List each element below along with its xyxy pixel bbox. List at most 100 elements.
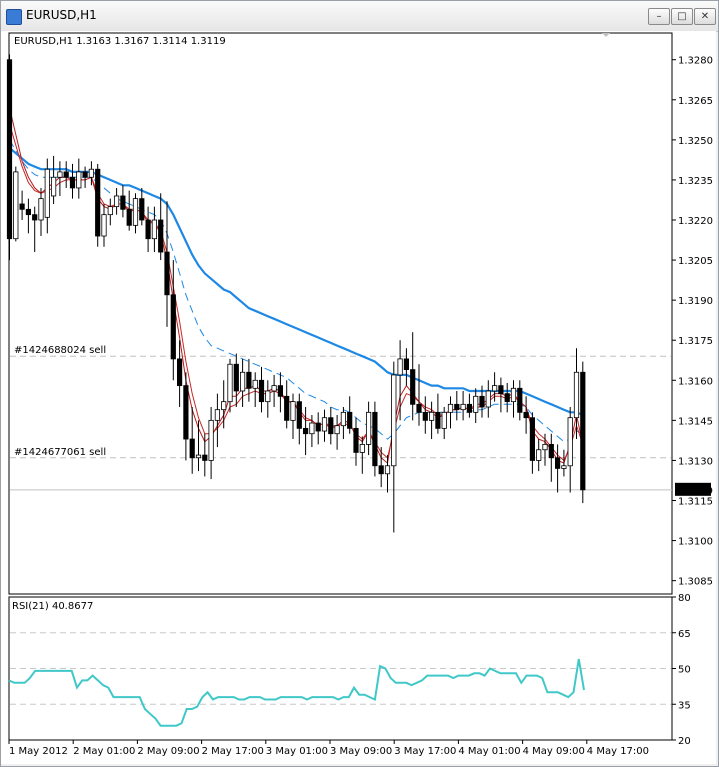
time-axis-label: 4 May 17:00 — [587, 746, 649, 757]
candle-body — [252, 379, 258, 389]
candle-body — [13, 171, 19, 240]
candle-body — [38, 198, 44, 221]
candle-body — [498, 385, 504, 395]
candle-body — [69, 176, 76, 189]
candle-body — [347, 411, 353, 429]
candle-body — [580, 371, 586, 491]
time-axis-label: 1 May 2012 — [9, 746, 68, 757]
candle-body — [510, 387, 517, 403]
candle-body — [359, 443, 365, 453]
window-title: EURUSD,H1 — [26, 8, 97, 22]
candle-body — [265, 390, 271, 403]
candle-body — [328, 417, 334, 435]
chart-header-ohlc: EURUSD,H1 1.3163 1.3167 1.3114 1.3119 — [14, 36, 226, 47]
close-button[interactable]: ✕ — [694, 8, 716, 25]
candle-body — [258, 379, 265, 403]
candle-body — [555, 457, 561, 469]
maximize-button[interactable]: □ — [671, 8, 693, 25]
price-axis-label: 1.3280 — [678, 56, 713, 67]
chart-app-icon — [6, 9, 22, 25]
candle-body — [290, 401, 296, 421]
candle-body — [170, 294, 176, 360]
price-axis-label: 1.3085 — [678, 577, 713, 588]
candle-body — [151, 219, 157, 240]
price-axis-label: 1.3235 — [678, 176, 713, 187]
candle-body — [302, 427, 309, 435]
candle-body — [573, 371, 580, 419]
candle-body — [227, 363, 233, 403]
candle-body — [284, 395, 290, 421]
candle-body — [88, 168, 94, 178]
candle-body — [372, 411, 378, 467]
candle-body — [139, 198, 145, 221]
rsi-axis-label: 50 — [678, 665, 691, 676]
price-axis-label: 1.3220 — [678, 216, 713, 227]
candle-body — [391, 374, 397, 467]
candle-body — [397, 358, 403, 376]
candle-body — [176, 358, 183, 387]
candle-body — [51, 176, 57, 197]
candle-body — [517, 387, 523, 413]
time-axis-label: 2 May 09:00 — [137, 746, 199, 757]
price-axis-label: 1.3160 — [678, 376, 713, 387]
candle-body — [447, 403, 454, 413]
price-axis-label: 1.3190 — [678, 296, 713, 307]
candle-body — [82, 171, 88, 178]
candle-body — [271, 385, 277, 392]
candle-body — [6, 59, 13, 240]
rsi-axis-label: 80 — [678, 593, 691, 604]
candle-body — [542, 443, 548, 451]
candle-body — [321, 417, 328, 432]
rsi-axis-label: 65 — [678, 629, 691, 640]
candle-body — [202, 454, 208, 461]
candle-body — [473, 395, 479, 413]
candle-body — [529, 417, 536, 461]
scroll-marker-icon — [602, 33, 610, 37]
candle-body — [479, 395, 485, 408]
time-axis-label: 2 May 17:00 — [202, 746, 264, 757]
time-axis-label: 3 May 17:00 — [394, 746, 456, 757]
candle-body — [384, 465, 391, 475]
candle-body — [132, 198, 139, 226]
ma-mid-line — [9, 139, 583, 443]
candle-body — [536, 449, 542, 461]
current-price-label: 1.3119 — [678, 486, 713, 497]
candle-body — [101, 214, 107, 237]
order-label: #1424677061 sell — [14, 447, 106, 458]
price-axis-label: 1.3115 — [678, 497, 713, 508]
time-axis-label: 4 May 09:00 — [523, 746, 585, 757]
candle-body — [416, 403, 422, 413]
candle-body — [221, 401, 227, 411]
rsi-axis-label: 20 — [678, 736, 691, 747]
candle-body — [296, 401, 302, 429]
candle-body — [504, 393, 510, 403]
time-axis-label: 3 May 01:00 — [266, 746, 328, 757]
candle-body — [422, 411, 428, 421]
candle-body — [19, 203, 25, 210]
candle-body — [309, 422, 315, 435]
candle-body — [189, 438, 195, 459]
candle-body — [548, 443, 554, 459]
price-axis-label: 1.3175 — [678, 336, 713, 347]
candle-body — [32, 214, 38, 221]
candle-body — [44, 168, 50, 218]
candle-body — [145, 219, 151, 240]
candle-body — [466, 403, 473, 413]
candle-body — [441, 411, 447, 429]
candle-body — [353, 427, 359, 453]
candle-body — [315, 422, 321, 432]
price-axis-label: 1.3100 — [678, 537, 713, 548]
candle-body — [164, 251, 170, 296]
time-axis-label: 3 May 09:00 — [330, 746, 392, 757]
candle-body — [208, 419, 214, 461]
candle-body — [340, 411, 347, 427]
candle-body — [239, 371, 246, 392]
candle-body — [277, 385, 284, 397]
candle-body — [126, 208, 132, 226]
current-price-marker — [675, 482, 711, 496]
title-bar[interactable]: EURUSD,H1 – □ ✕ — [1, 1, 718, 32]
candle-body — [183, 385, 189, 440]
candle-body — [25, 208, 32, 216]
minimize-button[interactable]: – — [648, 8, 670, 25]
